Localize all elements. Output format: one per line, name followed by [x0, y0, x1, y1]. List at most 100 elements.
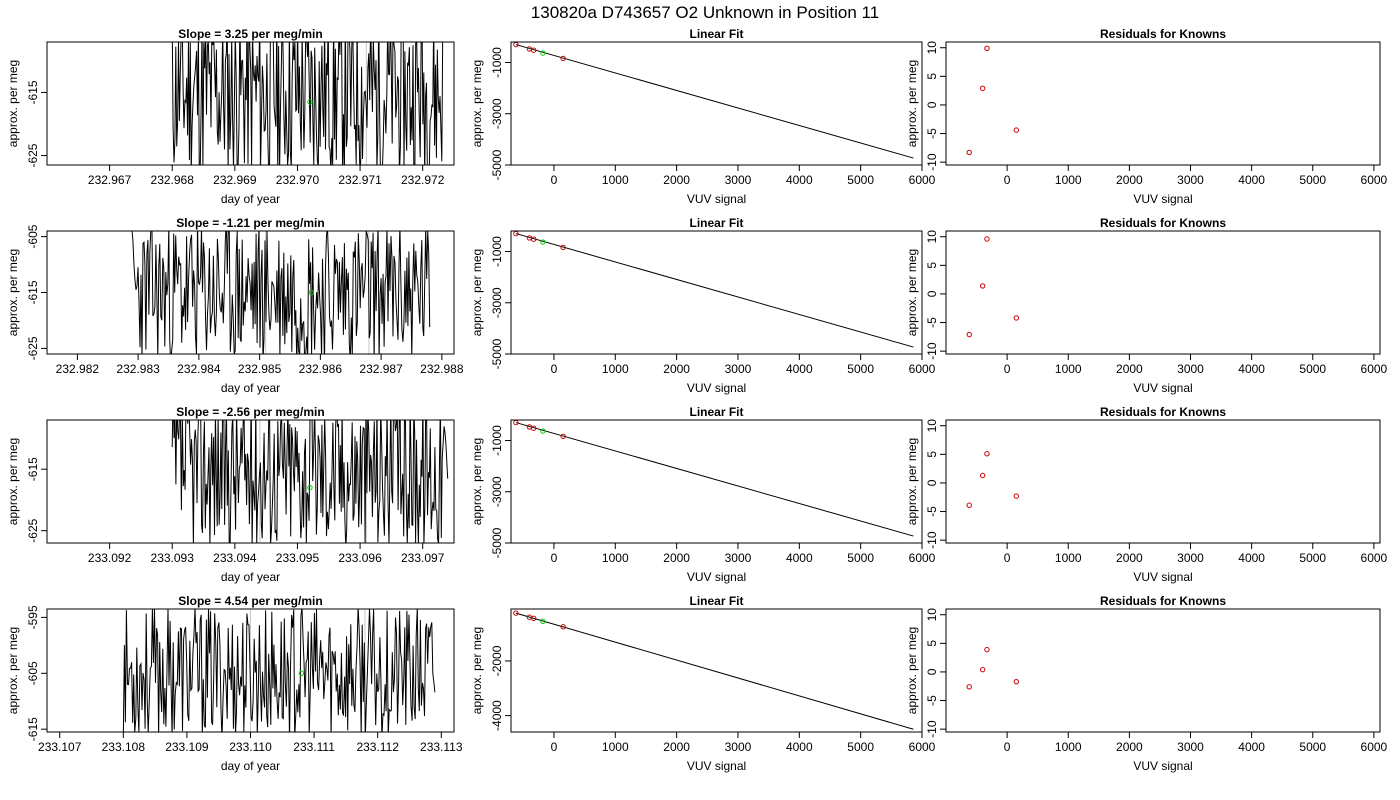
chart-3-1-plot-area: [513, 610, 914, 730]
chart-3-1-xtick-label: 2000: [663, 740, 690, 754]
chart-3-0-xtick-label: 233.109: [165, 740, 209, 754]
chart-3-1-x-axis-label: VUV signal: [687, 759, 746, 773]
chart-1-2-known-point: [979, 283, 986, 289]
chart-2-0-ytick-label: -625: [26, 518, 40, 542]
chart-0-2-ytick-label: -5: [925, 128, 939, 139]
chart-1-1: Linear Fit 0 1000 2000 3000 4000 5000 6000 -5000…: [470, 216, 936, 395]
chart-2-1-ytick-label: -1000: [490, 425, 504, 456]
chart-0-2-frame: [945, 41, 1381, 166]
chart-2-0-frame: [46, 419, 455, 544]
chart-0-2: Residuals for Knowns 0 1000 2000 3000 4000 500…: [905, 27, 1388, 206]
chart-3-0-xtick-label: 233.110: [229, 740, 272, 754]
chart-2-2-known-point: [979, 472, 986, 479]
chart-0-1-x-axis-label: VUV signal: [687, 192, 746, 206]
chart-1-0-xtick-label: 232.985: [238, 362, 282, 376]
chart-3-1-y-axis-label: approx. per meg: [470, 627, 484, 714]
chart-3-0: Slope = 4.54 per meg/min 233.107 233.108 23…: [6, 594, 463, 773]
chart-1-2-plot-area: [966, 236, 1019, 338]
chart-0-2-x-axis-label: VUV signal: [1133, 192, 1192, 206]
chart-3-2-y-axis-label: approx. per meg: [905, 627, 919, 714]
chart-2-1-x-axis-label: VUV signal: [687, 570, 746, 584]
chart-3-0-series-line: [122, 609, 436, 732]
chart-1-2-known-point: [1013, 315, 1019, 321]
chart-1-1-title: Linear Fit: [689, 216, 743, 230]
chart-2-1-title: Linear Fit: [689, 405, 743, 419]
chart-1-2-xtick-label: 2000: [1116, 362, 1143, 376]
chart-0-1-ytick-label: -3000: [490, 98, 504, 129]
chart-2-0-xtick-label: 233.097: [401, 551, 445, 565]
chart-3-1-known-point: [513, 610, 519, 616]
chart-2-1-ytick-label: -3000: [490, 476, 504, 507]
chart-2-0-ytick-label: -615: [26, 457, 40, 481]
chart-1-0-x-axis-label: day of year: [221, 381, 280, 395]
chart-1-2-ytick-label: -10: [925, 342, 939, 360]
chart-0-1-xtick-label: 5000: [847, 173, 874, 187]
chart-0-2-known-point: [966, 149, 972, 156]
chart-1-0-unknown-point: [308, 289, 314, 296]
chart-0-2-xtick-label: 3000: [1177, 173, 1204, 187]
chart-3-2-xtick-label: 6000: [1361, 740, 1388, 754]
chart-1-2: Residuals for Knowns 0 1000 2000 3000 4000 500…: [905, 216, 1388, 395]
chart-2-1-xtick-label: 0: [551, 551, 558, 565]
chart-1-1-known-point: [530, 236, 537, 242]
chart-0-1-xtick-label: 0: [551, 173, 558, 187]
chart-3-1-xtick-label: 1000: [602, 740, 629, 754]
chart-2-2-ytick-label: 5: [925, 451, 939, 458]
chart-0-1-xtick-label: 1000: [602, 173, 629, 187]
chart-3-2-ytick-label: 10: [925, 608, 939, 622]
chart-3-2: Residuals for Knowns 0 1000 2000 3000 4000 500…: [905, 594, 1388, 773]
chart-0-1-frame: [510, 41, 923, 166]
chart-1-1-ytick-label: -1000: [490, 236, 504, 267]
chart-1-1-y-axis-label: approx. per meg: [470, 249, 484, 336]
chart-3-1-frame: [510, 608, 923, 733]
chart-2-1-frame: [510, 419, 923, 544]
panels-group: Slope = 3.25 per meg/min 232.967 232.968 23…: [6, 27, 1388, 773]
chart-3-2-ytick-label: 5: [925, 640, 939, 647]
chart-3-0-xtick-label: 233.113: [420, 740, 463, 754]
chart-3-0-ytick-label: -595: [26, 605, 40, 629]
chart-0-2-ytick-label: -10: [925, 153, 939, 171]
chart-2-1-plot-area: [513, 420, 914, 537]
chart-0-2-xtick-label: 5000: [1299, 173, 1326, 187]
chart-0-1-xtick-label: 4000: [786, 173, 813, 187]
chart-0-1-known-point: [560, 55, 566, 62]
chart-2-2-xtick-label: 1000: [1055, 551, 1082, 565]
chart-1-2-x-axis-label: VUV signal: [1133, 381, 1192, 395]
chart-1-0-ytick-label: -625: [26, 336, 40, 360]
chart-0-0-unknown-point: [307, 99, 313, 105]
chart-1-1-xtick-label: 1000: [602, 362, 629, 376]
chart-2-0-unknown-point: [307, 484, 313, 491]
chart-1-1-x-axis-label: VUV signal: [687, 381, 746, 395]
chart-1-2-frame: [945, 230, 1381, 355]
chart-2-1-y-axis-label: approx. per meg: [470, 438, 484, 525]
chart-0-1-known-point: [530, 47, 537, 53]
chart-2-0-title: Slope = -2.56 per meg/min: [176, 405, 324, 419]
chart-2-0-xtick-label: 233.095: [276, 551, 320, 565]
chart-1-0-xtick-label: 232.988: [420, 362, 464, 376]
chart-3-2-xtick-label: 2000: [1116, 740, 1143, 754]
chart-0-1-xtick-label: 3000: [725, 173, 752, 187]
chart-3-0-frame: [46, 608, 455, 733]
chart-1-0-xtick-label: 232.986: [299, 362, 343, 376]
chart-1-2-title: Residuals for Knowns: [1100, 216, 1226, 230]
chart-3-2-known-point: [1013, 678, 1019, 685]
chart-3-0-ytick-label: -605: [26, 661, 40, 685]
chart-0-0-xtick-label: 232.971: [338, 173, 382, 187]
chart-1-1-ytick-label: -5000: [490, 338, 504, 369]
chart-2-2-known-point: [984, 451, 990, 457]
chart-3-2-ytick-label: -10: [925, 720, 939, 738]
chart-2-1-xtick-label: 5000: [847, 551, 874, 565]
chart-1-1-xtick-label: 6000: [909, 362, 936, 376]
chart-3-2-known-point: [984, 646, 990, 653]
chart-1-1-known-point: [560, 244, 566, 251]
chart-1-0-xtick-label: 232.984: [177, 362, 221, 376]
chart-3-2-xtick-label: 1000: [1055, 740, 1082, 754]
chart-2-1-known-point: [530, 425, 537, 431]
chart-3-1-title: Linear Fit: [689, 594, 743, 608]
chart-2-1-xtick-label: 3000: [725, 551, 752, 565]
chart-2-1-xtick-label: 1000: [602, 551, 629, 565]
chart-1-1-xtick-label: 4000: [786, 362, 813, 376]
chart-3-2-xtick-label: 3000: [1177, 740, 1204, 754]
chart-1-2-ytick-label: 5: [925, 262, 939, 269]
